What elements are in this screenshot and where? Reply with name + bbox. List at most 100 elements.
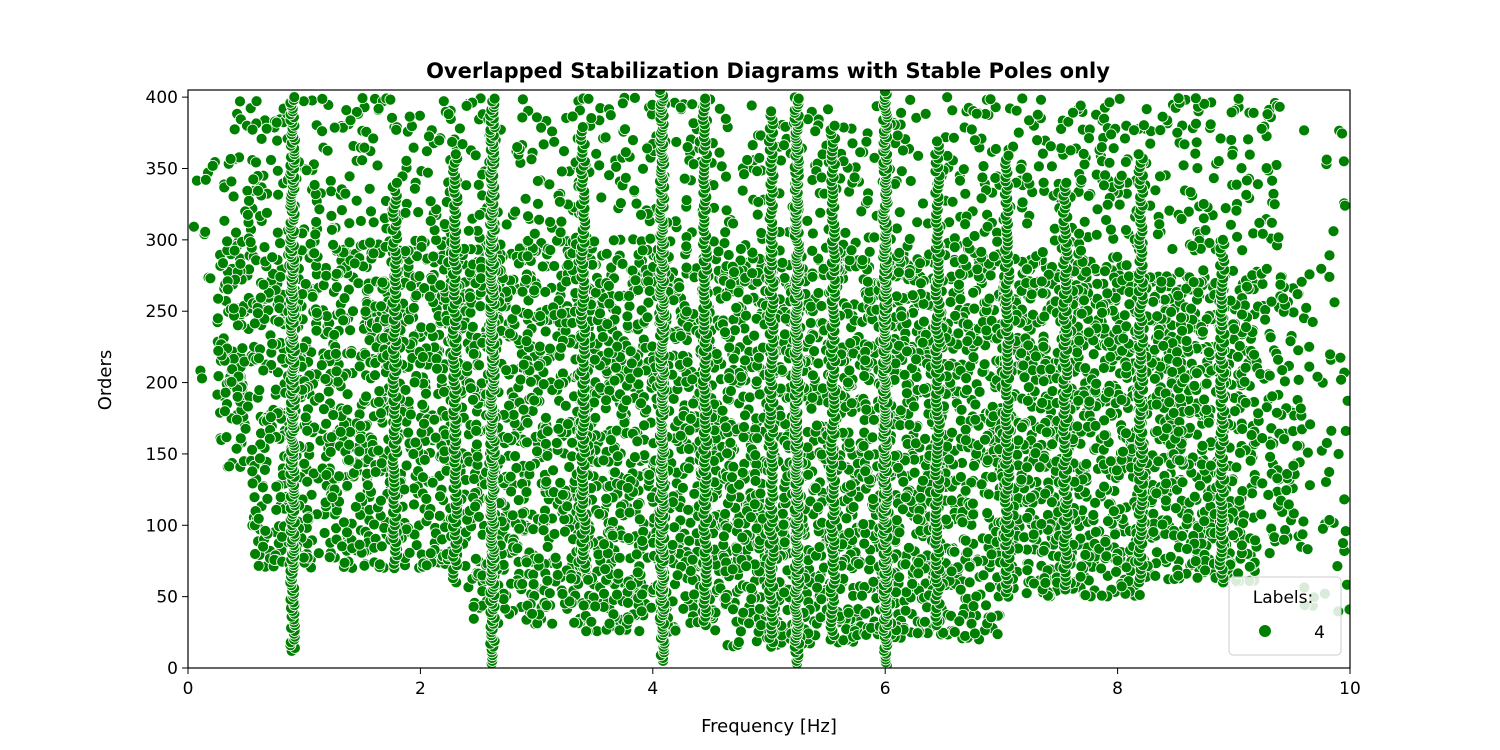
- data-point: [430, 352, 443, 365]
- data-point: [919, 432, 931, 445]
- data-point: [424, 547, 437, 560]
- data-point: [959, 484, 972, 497]
- data-point: [963, 560, 976, 573]
- data-point: [963, 576, 976, 589]
- data-point: [360, 390, 373, 403]
- data-point: [221, 283, 234, 296]
- data-point: [918, 382, 930, 395]
- data-point: [217, 257, 229, 270]
- data-point: [973, 385, 986, 398]
- data-point: [562, 418, 574, 431]
- data-point: [621, 310, 634, 323]
- data-point: [912, 556, 925, 569]
- data-point: [861, 275, 874, 288]
- data-point: [755, 619, 767, 631]
- data-point: [635, 605, 648, 618]
- data-point: [897, 503, 909, 516]
- data-point: [726, 471, 738, 484]
- data-point: [597, 454, 610, 467]
- data-point: [234, 257, 247, 270]
- data-point: [474, 300, 487, 313]
- data-point: [598, 538, 610, 550]
- data-point: [527, 523, 540, 536]
- data-point: [716, 404, 729, 417]
- data-point: [915, 277, 927, 290]
- data-point: [845, 397, 858, 410]
- data-point: [682, 503, 694, 516]
- data-point: [745, 593, 758, 605]
- data-point: [893, 526, 906, 539]
- data-point: [943, 359, 955, 372]
- data-point: [553, 378, 565, 391]
- data-point: [264, 411, 277, 424]
- data-point: [844, 479, 857, 492]
- data-point: [984, 581, 996, 594]
- data-point: [750, 635, 763, 648]
- data-point: [750, 375, 763, 388]
- data-point: [254, 438, 267, 451]
- data-point: [815, 593, 828, 606]
- data-point: [965, 617, 978, 630]
- data-point: [540, 411, 552, 424]
- data-point: [812, 357, 825, 370]
- data-point: [301, 424, 314, 437]
- data-point: [548, 260, 561, 272]
- data-point: [719, 326, 731, 339]
- data-point: [375, 407, 387, 420]
- data-point: [677, 481, 689, 494]
- data-point: [813, 541, 826, 553]
- data-point: [220, 431, 233, 444]
- data-point: [538, 513, 550, 525]
- data-point: [253, 384, 266, 397]
- data-point: [313, 391, 326, 404]
- data-point: [859, 354, 872, 367]
- data-point: [843, 436, 856, 449]
- data-point: [522, 307, 534, 320]
- data-point: [732, 517, 745, 530]
- data-point: [969, 413, 982, 426]
- data-point: [507, 408, 520, 421]
- data-point: [251, 307, 264, 320]
- data-point: [726, 563, 739, 576]
- data-point: [341, 388, 354, 401]
- data-point: [256, 481, 269, 494]
- data-point: [981, 454, 994, 467]
- data-point: [910, 353, 922, 366]
- data-point: [258, 463, 271, 476]
- data-point: [543, 587, 556, 600]
- data-point: [613, 624, 626, 637]
- data-point: [562, 258, 575, 271]
- data-point: [991, 628, 1004, 640]
- data-point: [261, 492, 274, 505]
- data-point: [959, 630, 971, 642]
- data-point: [946, 426, 958, 439]
- data-point: [727, 352, 740, 365]
- data-point: [844, 337, 857, 350]
- data-point: [750, 522, 763, 535]
- data-point: [733, 636, 745, 648]
- data-point: [597, 331, 609, 343]
- data-point: [730, 301, 743, 314]
- data-point: [272, 315, 285, 328]
- data-point: [616, 257, 629, 270]
- data-point: [418, 417, 430, 430]
- data-point: [740, 309, 752, 322]
- data-point: [954, 583, 967, 596]
- data-point: [727, 460, 740, 473]
- data-point: [342, 454, 355, 466]
- data-point: [983, 292, 996, 305]
- data-point: [808, 345, 820, 358]
- data-point: [539, 325, 552, 338]
- data-point: [297, 551, 310, 564]
- data-point: [622, 597, 634, 609]
- data-point: [249, 548, 262, 560]
- data-point: [622, 481, 634, 494]
- data-point: [559, 525, 571, 538]
- data-point: [805, 402, 818, 415]
- data-point: [555, 307, 568, 320]
- data-point: [531, 445, 543, 458]
- data-point: [735, 625, 747, 638]
- data-point: [416, 351, 429, 363]
- data-point: [847, 501, 860, 513]
